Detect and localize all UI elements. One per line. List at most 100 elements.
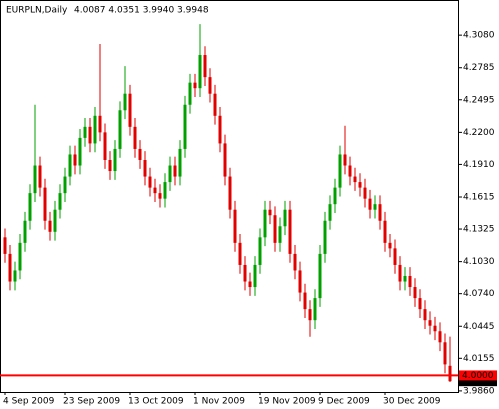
candle-body: [78, 137, 82, 166]
candle-body: [288, 209, 292, 254]
candle-body: [228, 176, 232, 210]
candle-body: [368, 198, 372, 210]
candle-body: [418, 298, 422, 310]
candle-body: [298, 270, 302, 293]
y-tick-label: 4.1910: [463, 160, 495, 170]
candle-body: [353, 176, 357, 183]
candle-body: [318, 253, 322, 299]
candle-body: [118, 110, 122, 149]
candle-body: [93, 115, 97, 144]
candle-body: [88, 126, 92, 144]
hline-label: 4.0000: [462, 371, 494, 381]
candle-body: [238, 242, 242, 265]
candle-body: [438, 331, 442, 343]
candle-body: [63, 176, 67, 194]
candle-body: [333, 187, 337, 205]
candle-body: [43, 187, 47, 221]
candle-body: [253, 264, 257, 288]
candle-body: [48, 220, 52, 232]
y-tick-label: 4.0740: [463, 289, 495, 299]
candle-body: [83, 126, 87, 138]
candle-body: [433, 325, 437, 332]
candle-body: [3, 237, 7, 254]
candle-body: [443, 342, 447, 365]
last-price-label: 3.9948: [462, 377, 494, 387]
candle-body: [208, 77, 212, 94]
candle-body: [98, 115, 102, 133]
candle-body: [73, 154, 77, 166]
candle-body: [108, 159, 112, 172]
candle-body: [8, 253, 12, 282]
candle-body: [113, 148, 117, 172]
candle-body: [23, 220, 27, 243]
candle-body: [378, 204, 382, 221]
candle-body: [423, 309, 427, 321]
candle-body: [168, 165, 172, 183]
x-tick-label: 1 Nov 2009: [193, 397, 245, 407]
x-tick-label: 30 Dec 2009: [383, 397, 441, 407]
candle-body: [153, 187, 157, 194]
y-tick-label: 4.1325: [463, 225, 495, 235]
candle-body: [303, 292, 307, 310]
candle-body: [258, 237, 262, 265]
candle-body: [283, 209, 287, 227]
x-tick-label: 23 Sep 2009: [63, 397, 120, 407]
candle-body: [263, 209, 267, 238]
candle-body: [358, 182, 362, 188]
candle-body: [223, 143, 227, 177]
candle-body: [68, 154, 72, 177]
candle-body: [393, 248, 397, 265]
candle-body: [143, 159, 147, 177]
ohlc-header: 4.0087 4.0351 3.9940 3.9948: [74, 6, 209, 16]
candle-body: [198, 55, 202, 89]
candle-body: [28, 193, 32, 221]
y-tick-label: 3.9860: [463, 386, 495, 396]
hline-box: [459, 370, 497, 381]
y-tick-label: 4.0155: [463, 354, 495, 364]
candle-body: [278, 226, 282, 243]
candle-body: [133, 126, 137, 149]
candle-body: [248, 281, 252, 288]
candle-body: [183, 104, 187, 149]
candle-body: [268, 209, 272, 216]
y-tick-label: 4.1615: [463, 193, 495, 203]
candle-body: [348, 165, 352, 177]
candle-body: [158, 193, 162, 199]
candle-body: [243, 264, 247, 282]
candle-body: [148, 176, 152, 188]
candle-body: [413, 287, 417, 299]
candle-body: [173, 165, 177, 177]
candle-body: [123, 93, 127, 111]
candle-body: [363, 187, 367, 199]
candle-body: [213, 93, 217, 116]
candle-body: [408, 275, 412, 288]
candle-body: [313, 298, 317, 321]
candle-body: [388, 242, 392, 249]
candle-body: [338, 154, 342, 188]
candle-body: [138, 148, 142, 160]
x-tick-label: 19 Nov 2009: [258, 397, 316, 407]
candle-body: [403, 275, 407, 282]
x-tick-label: 13 Oct 2009: [128, 397, 184, 407]
candle-body: [448, 365, 452, 382]
y-tick-label: 4.2785: [463, 63, 495, 73]
y-tick-label: 4.1030: [463, 257, 495, 267]
candle-body: [323, 220, 327, 254]
candle-body: [343, 154, 347, 166]
y-tick-label: 4.2200: [463, 128, 495, 138]
candle-body: [398, 264, 402, 282]
candle-body: [328, 204, 332, 221]
candle-body: [13, 270, 17, 282]
candle-body: [128, 93, 132, 127]
candle-body: [188, 82, 192, 105]
candle-body: [53, 209, 57, 232]
last-price-box: [459, 376, 497, 387]
candle-body: [273, 215, 277, 243]
candle-body: [233, 209, 237, 243]
candle-body: [38, 165, 42, 188]
y-tick-label: 4.0445: [463, 322, 495, 332]
candle-body: [293, 253, 297, 271]
candle-body: [18, 242, 22, 271]
y-tick-label: 4.2495: [463, 95, 495, 105]
